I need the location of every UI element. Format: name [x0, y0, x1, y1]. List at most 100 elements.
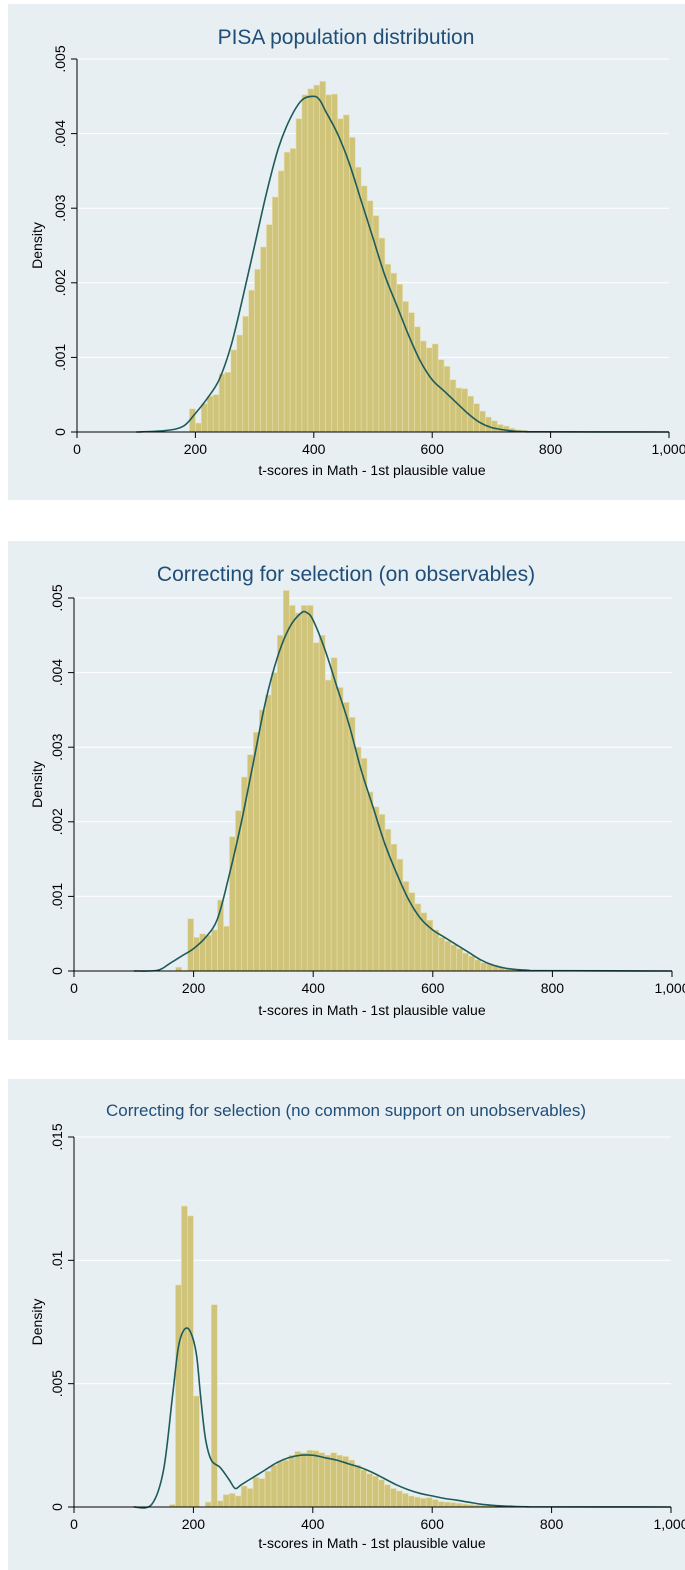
histogram-bar: [301, 94, 309, 433]
x-tick-label: 400: [302, 980, 326, 996]
histogram-bar: [265, 694, 272, 972]
y-axis-label: Density: [29, 761, 45, 808]
x-tick-label: 800: [540, 1516, 564, 1532]
histogram-bar: [372, 1475, 379, 1508]
y-tick-label: .005: [49, 584, 65, 611]
x-tick-label: 0: [70, 980, 78, 996]
histogram-bar: [230, 349, 238, 433]
histogram-bar: [330, 657, 338, 972]
histogram-bar: [175, 1284, 182, 1508]
x-axis-label: t-scores in Math - 1st plausible value: [258, 462, 485, 478]
histogram-bar: [474, 959, 481, 972]
histogram-bar: [270, 1464, 278, 1508]
x-tick-label: 600: [421, 441, 445, 457]
histogram-bar: [431, 1499, 439, 1508]
histogram-bar: [283, 151, 291, 433]
x-tick-label: 600: [421, 980, 445, 996]
histogram-bar: [289, 148, 297, 433]
y-tick-label: .001: [49, 883, 65, 910]
histogram-bar: [449, 1502, 457, 1508]
density-curve: [133, 1327, 672, 1509]
histogram-bar: [266, 224, 273, 433]
histogram-bar: [211, 929, 218, 972]
histogram-bar: [246, 1488, 254, 1508]
histogram-bar: [259, 709, 266, 972]
histogram-bar: [443, 1501, 451, 1508]
histogram-bar: [330, 1452, 337, 1508]
x-tick-label: 800: [539, 441, 563, 457]
histogram-bar: [366, 1473, 373, 1508]
histogram-bar: [349, 137, 356, 433]
histogram-bar: [300, 605, 308, 972]
histogram-bar: [193, 1395, 200, 1508]
histogram-bar: [390, 1488, 397, 1508]
histogram-bar: [295, 118, 303, 433]
x-tick-label: 400: [302, 441, 326, 457]
histogram-bar: [354, 166, 362, 433]
histogram-bar: [462, 952, 469, 972]
histogram-bar: [425, 1497, 433, 1508]
y-tick-label: .01: [49, 1250, 65, 1270]
chart-title: Correcting for selection (on observables…: [157, 563, 535, 586]
histogram-bar: [337, 118, 344, 433]
histogram-bar: [300, 1452, 308, 1508]
y-tick-label: .005: [49, 1370, 65, 1397]
histogram-bar: [425, 347, 433, 433]
density-curve: [136, 95, 670, 433]
x-tick-label: 800: [541, 980, 565, 996]
histogram-bar: [224, 372, 232, 433]
histogram-bar: [354, 746, 362, 972]
chart-2: 0 200 400 600 800 1,000 0 .001 .002 .003 .004 .005 C…: [29, 563, 685, 1018]
histogram-bar: [444, 940, 452, 972]
histogram-bar: [271, 672, 278, 972]
histogram-bar: [360, 1469, 367, 1508]
histogram-bar: [242, 316, 249, 433]
histogram-bar: [402, 1493, 409, 1508]
x-tick-label: 1,000: [651, 441, 685, 457]
histogram-bar: [354, 1464, 361, 1508]
x-tick-label: 0: [73, 441, 81, 457]
histogram-bar: [307, 88, 315, 433]
histogram-bar: [282, 590, 290, 972]
y-tick-label: .003: [52, 194, 68, 221]
histogram-bar: [372, 806, 380, 972]
histogram-bar: [175, 966, 182, 972]
histogram-bar: [240, 1485, 248, 1508]
histogram-bar: [187, 918, 194, 972]
histogram-bar: [205, 1501, 212, 1508]
histogram-bar: [396, 1490, 403, 1508]
histogram-bar: [348, 717, 356, 972]
y-tick-label: .015: [49, 1123, 65, 1150]
histogram-bar: [212, 394, 220, 433]
histogram-bar: [288, 1454, 296, 1508]
chart-3: 0 200 400 600 800 1,000 0 .005 .01 .015 Correcting…: [29, 1101, 685, 1551]
histogram-bar: [479, 410, 486, 433]
histogram-bar: [419, 1498, 427, 1508]
x-tick-label: 200: [184, 441, 208, 457]
histogram-bar: [282, 1459, 290, 1508]
histogram-bar: [216, 1500, 224, 1508]
y-tick-label: .005: [52, 45, 68, 72]
x-tick-label: 200: [182, 1516, 206, 1532]
histogram-bar: [201, 403, 208, 433]
histogram-bar: [313, 84, 321, 433]
histogram-bar: [277, 170, 285, 433]
histogram-bar: [443, 366, 451, 433]
histogram-bar: [234, 1495, 242, 1508]
histogram-bar: [236, 334, 244, 433]
histogram-bar: [336, 1454, 343, 1508]
x-tick-label: 1,000: [653, 1516, 685, 1532]
histogram-bar: [432, 929, 440, 972]
histogram-bar: [229, 836, 236, 972]
histogram-bar: [438, 937, 446, 972]
histogram-bar: [306, 1449, 314, 1508]
histogram-bar: [450, 944, 458, 972]
histogram-bar: [456, 948, 464, 972]
x-tick-label: 200: [182, 980, 206, 996]
histogram-bar: [408, 1495, 415, 1508]
y-axis-label: Density: [29, 1299, 45, 1346]
histogram-bar: [324, 679, 332, 972]
histogram-bar: [187, 1215, 194, 1508]
histogram-bar: [181, 1205, 188, 1508]
histogram-bar: [288, 605, 296, 972]
